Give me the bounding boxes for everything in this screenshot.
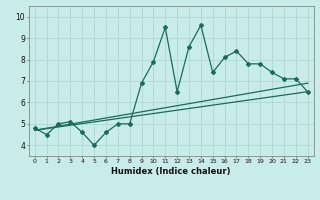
X-axis label: Humidex (Indice chaleur): Humidex (Indice chaleur)	[111, 167, 231, 176]
